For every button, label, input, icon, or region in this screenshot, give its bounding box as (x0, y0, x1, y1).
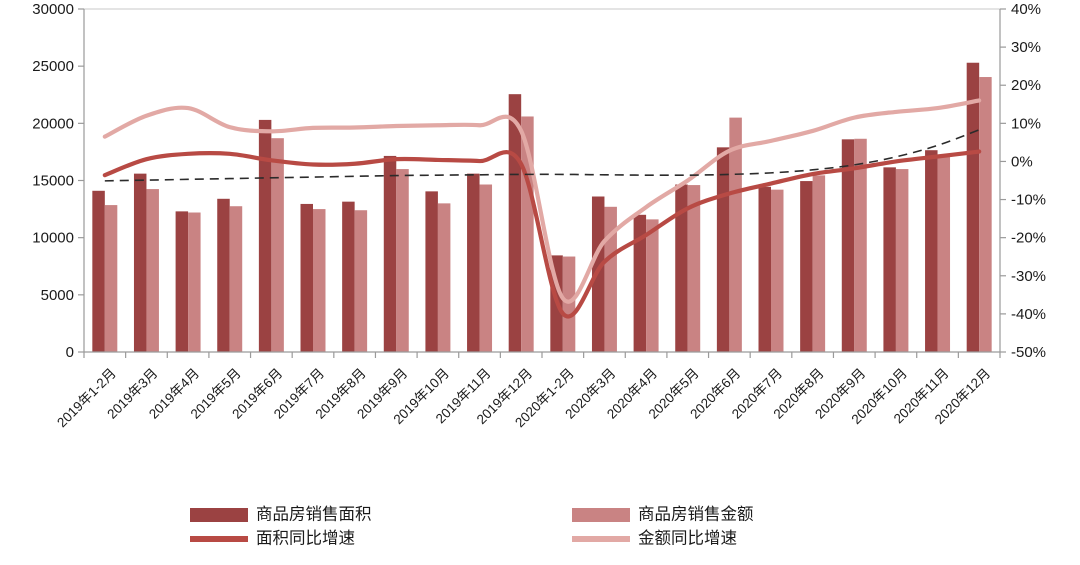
legend-line-swatch (572, 536, 630, 542)
right-percent-axis: -50% -40% -30% -20% -10% 0% 10% 20% 30% 40% (999, 1, 1046, 361)
legend-label: 商品房销售面积 (256, 504, 372, 523)
legend-bar-swatch (190, 508, 248, 522)
bar (646, 219, 659, 352)
bar (313, 209, 326, 352)
bar (675, 184, 688, 352)
bar (188, 212, 201, 352)
bar (383, 155, 397, 352)
left-axis-tick-label: 5000 (41, 287, 74, 304)
right-axis-tick-label: 20% (1011, 77, 1041, 94)
bar (604, 206, 617, 352)
bar (687, 185, 701, 352)
right-axis-tick-label: -40% (1011, 306, 1046, 323)
legend-label: 面积同比增速 (256, 528, 355, 547)
left-value-axis: 0 5000 10000 15000 20000 25000 30000 (32, 1, 85, 361)
right-axis-tick-label: -30% (1011, 268, 1046, 285)
line-series-group (102, 98, 982, 319)
bar (300, 203, 313, 352)
bar (258, 119, 272, 352)
left-axis-tick-label: 10000 (32, 230, 74, 247)
right-axis-tick-label: 0% (1011, 153, 1033, 170)
bar (479, 184, 493, 352)
bar (979, 77, 992, 353)
right-axis-tick-label: -20% (1011, 230, 1046, 247)
category-axis-labels: 2019年1-2月2019年3月2019年4月2019年5月2019年6月201… (54, 351, 1001, 431)
bar-series-group (92, 62, 992, 353)
bar (716, 147, 730, 352)
left-axis-tick-label: 30000 (32, 1, 74, 18)
left-axis-tick-label: 15000 (32, 173, 74, 190)
bar (729, 117, 742, 352)
bar (883, 167, 896, 352)
percent-line (102, 98, 982, 304)
bar (467, 173, 480, 352)
bar (841, 139, 855, 352)
right-axis-tick-label: -10% (1011, 192, 1046, 209)
bar (437, 203, 451, 352)
legend-label: 金额同比增速 (638, 528, 737, 547)
right-axis-tick-label: 40% (1011, 1, 1041, 18)
bar (800, 181, 813, 352)
bar (562, 256, 576, 352)
bar (895, 169, 909, 352)
bar (217, 198, 230, 352)
legend-bar-swatch (572, 508, 630, 522)
bar (758, 186, 771, 352)
bar (771, 189, 784, 352)
percent-line (102, 149, 982, 319)
right-axis-tick-label: 30% (1011, 39, 1041, 56)
right-axis-tick-label: 10% (1011, 115, 1041, 132)
left-axis-tick-label: 25000 (32, 58, 74, 75)
bar (812, 175, 826, 352)
bar (396, 169, 409, 352)
bar (354, 210, 368, 352)
bar (342, 201, 355, 352)
bar (633, 214, 647, 352)
right-axis-tick-label: -50% (1011, 344, 1046, 361)
bar (146, 189, 159, 352)
bar (229, 206, 243, 352)
bar (92, 190, 105, 352)
bar (966, 62, 980, 353)
category-axis-label: 2019年1-2月 (54, 366, 119, 431)
bar (175, 211, 189, 352)
bar (854, 138, 867, 352)
bar (937, 154, 951, 352)
bar (508, 94, 522, 352)
left-axis-tick-label: 20000 (32, 115, 74, 132)
trend-line-group (104, 129, 980, 182)
legend-label: 商品房销售金额 (638, 504, 754, 523)
bar (104, 205, 118, 352)
bar (425, 191, 438, 352)
bar (133, 173, 147, 352)
legend-line-swatch (190, 536, 248, 542)
dashed-trend-line (104, 129, 980, 182)
left-axis-tick-label: 0 (66, 344, 74, 361)
bar (925, 150, 938, 352)
bar (271, 138, 284, 352)
